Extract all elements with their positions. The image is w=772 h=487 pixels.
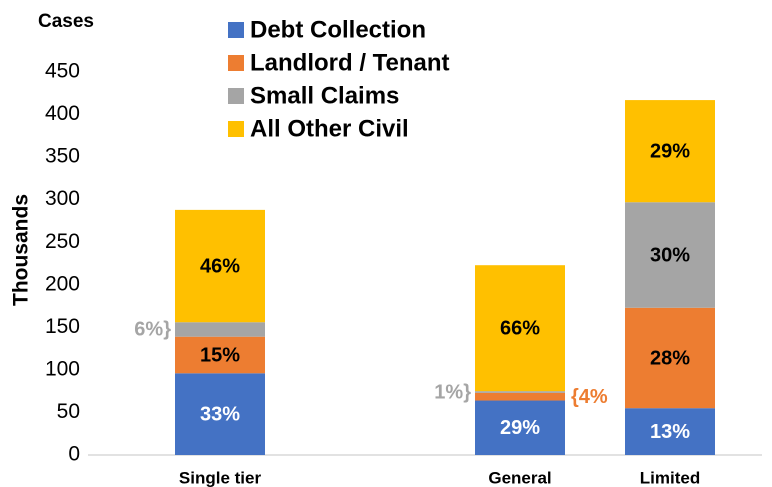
x-tick-label: General	[488, 468, 551, 487]
bar-segment	[625, 408, 715, 455]
data-label: 29%	[500, 417, 540, 439]
data-label: 30%	[650, 244, 690, 266]
y-tick-label: 400	[45, 102, 80, 125]
legend-label: Debt Collection	[250, 16, 426, 43]
legend-swatch	[228, 22, 244, 38]
bar-segment	[475, 400, 565, 455]
legend-label: Landlord / Tenant	[250, 49, 450, 76]
y-axis-label: Thousands	[10, 194, 33, 306]
data-label: 28%	[650, 347, 690, 369]
legend-swatch	[228, 121, 244, 137]
bar-segment	[625, 100, 715, 203]
data-label: 33%	[200, 403, 240, 425]
data-label: 6%}	[134, 319, 171, 341]
bar-segment	[175, 209, 265, 323]
data-label: 29%	[650, 140, 690, 162]
data-label: {4%	[571, 386, 608, 408]
legend-swatch	[228, 55, 244, 71]
y-tick-label: 450	[45, 60, 80, 83]
x-tick-label: Limited	[640, 468, 700, 487]
y-tick-label: 150	[45, 315, 80, 338]
legend-label: Small Claims	[250, 82, 399, 109]
chart-title: Cases	[38, 11, 94, 32]
data-label: 13%	[650, 421, 690, 443]
y-tick-label: 350	[45, 145, 80, 168]
y-tick-label: 0	[68, 443, 80, 466]
y-tick-label: 50	[57, 400, 80, 423]
x-tick-label: Single tier	[179, 468, 262, 487]
bar-segment	[475, 391, 565, 393]
legend-swatch	[228, 88, 244, 104]
y-tick-label: 300	[45, 187, 80, 210]
bar-segment	[175, 336, 265, 374]
data-label: 46%	[200, 255, 240, 277]
bar-segment	[625, 202, 715, 308]
legend-label: All Other Civil	[250, 115, 409, 142]
bar-segment	[475, 265, 565, 392]
y-tick-label: 200	[45, 272, 80, 295]
data-label: 1%}	[434, 381, 471, 403]
bar-segment	[625, 307, 715, 409]
data-label: 66%	[500, 317, 540, 339]
y-tick-label: 250	[45, 230, 80, 253]
bar-segment	[475, 392, 565, 401]
bar-segment	[175, 322, 265, 337]
y-tick-label: 100	[45, 357, 80, 380]
data-label: 15%	[200, 344, 240, 366]
bar-segment	[175, 373, 265, 455]
